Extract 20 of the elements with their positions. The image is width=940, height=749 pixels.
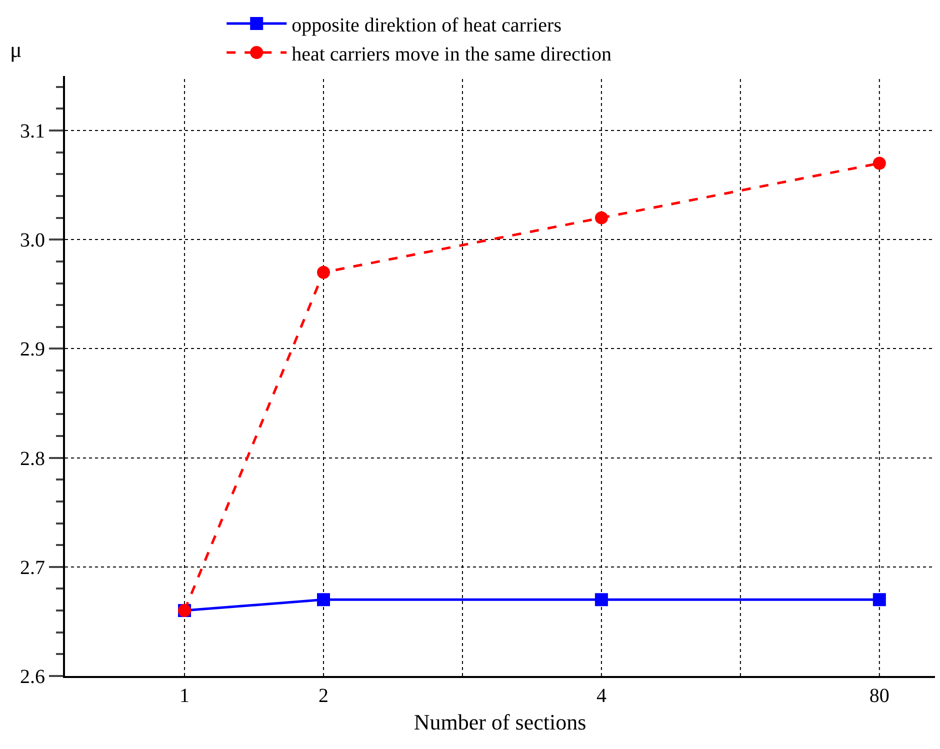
y-axis-title: μ bbox=[10, 37, 22, 62]
legend-label: heat carriers move in the same direction bbox=[292, 43, 612, 66]
point bbox=[317, 266, 330, 279]
y-tick-label: 2.7 bbox=[20, 556, 45, 579]
y-tick-label: 3.0 bbox=[20, 230, 45, 252]
x-tick-label: 4 bbox=[596, 685, 606, 707]
point bbox=[594, 211, 608, 224]
y-tick-label: 2.8 bbox=[20, 448, 45, 470]
y-tick-label: 2.6 bbox=[20, 666, 45, 688]
point bbox=[872, 593, 886, 606]
legend-label: opposite direktion of heat carriers bbox=[292, 14, 562, 36]
point bbox=[872, 156, 886, 170]
point bbox=[594, 593, 608, 606]
y-tick-label: 2.9 bbox=[20, 338, 45, 361]
x-axis-title: Number of sections bbox=[414, 709, 586, 734]
point bbox=[317, 593, 330, 606]
x-tick-label: 2 bbox=[318, 685, 328, 707]
x-tick-label: 80 bbox=[869, 685, 890, 707]
y-tick-label: 3.1 bbox=[20, 120, 45, 143]
x-tick-label: 1 bbox=[180, 685, 190, 707]
